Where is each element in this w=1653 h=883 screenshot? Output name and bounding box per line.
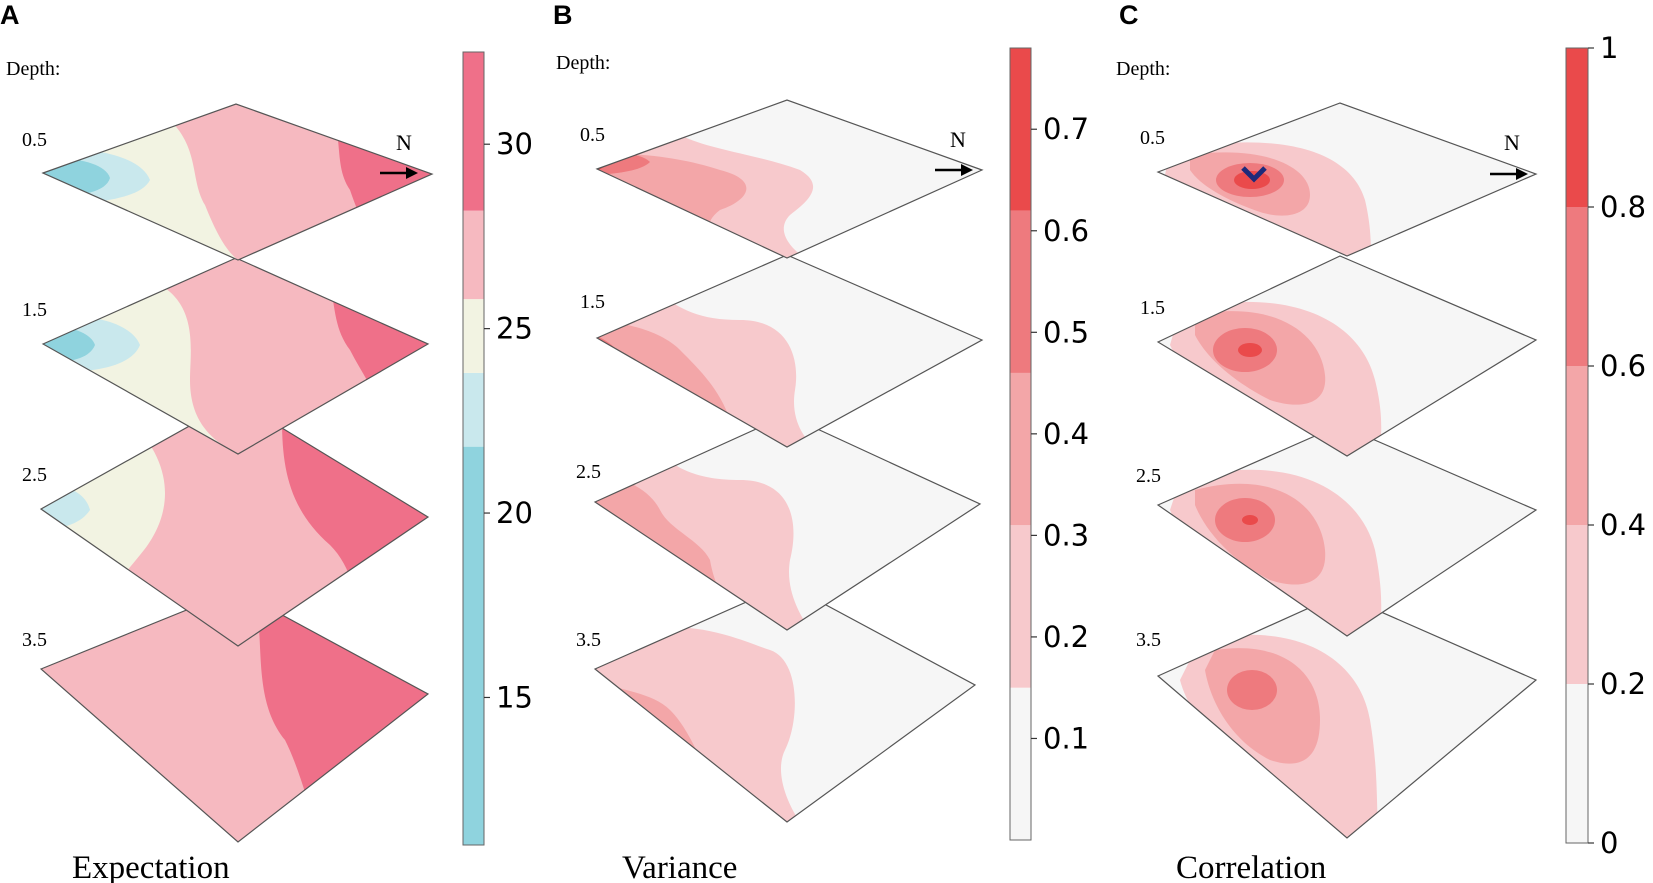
colorbar-tick-label: 0.8 bbox=[1600, 190, 1646, 224]
colorbar-tick-label: 0.3 bbox=[1043, 518, 1089, 552]
colorbar-band-4 bbox=[1010, 48, 1031, 211]
colorbar-tick-label: 0.6 bbox=[1600, 349, 1646, 383]
panel-c-depth-label-0-5: 0.5 bbox=[1140, 127, 1165, 149]
panel-c: C Depth: bbox=[1116, 0, 1538, 883]
panel-a-depth-title: Depth: bbox=[6, 58, 60, 80]
panel-b-depth-title: Depth: bbox=[556, 52, 610, 74]
panel-c-depth-label-3-5: 3.5 bbox=[1136, 629, 1161, 651]
panel-a-north-label: N bbox=[396, 130, 412, 155]
panel-b-caption: Variance bbox=[622, 850, 737, 883]
colorbar-band-0 bbox=[1010, 687, 1031, 840]
panel-c-depth-label-2-5: 2.5 bbox=[1136, 465, 1161, 487]
panel-a-depth-label-3-5: 3.5 bbox=[22, 629, 47, 651]
panel-b: B Depth: bbox=[553, 0, 984, 883]
colorbar-tick-label: 0.1 bbox=[1043, 721, 1089, 755]
panel-c-caption: Correlation bbox=[1176, 850, 1326, 883]
colorbar-tick-label: 0.6 bbox=[1043, 214, 1089, 248]
colorbar-tick-label: 0.4 bbox=[1600, 508, 1646, 542]
colorbar-tick-label: 0.4 bbox=[1043, 417, 1089, 451]
colorbar-tick-label: 0.2 bbox=[1043, 620, 1089, 654]
colorbar-tick-label: 30 bbox=[496, 127, 533, 161]
colorbar-frame bbox=[462, 51, 485, 846]
colorbar-band-1 bbox=[1566, 525, 1588, 684]
colorbar-tick-label: 15 bbox=[496, 680, 533, 714]
colorbar-band-2 bbox=[463, 299, 484, 373]
panel-b-depth-label-3-5: 3.5 bbox=[576, 629, 601, 651]
panel-a-colorbar: 15 20 25 30 bbox=[462, 51, 533, 846]
panel-b-letter: B bbox=[553, 0, 573, 30]
panel-b-depth-label-2-5: 2.5 bbox=[576, 461, 601, 483]
panel-c-depth-label-1-5: 1.5 bbox=[1140, 297, 1165, 319]
panel-b-depth-label-0-5: 0.5 bbox=[580, 124, 605, 146]
panel-a: A Depth: bbox=[0, 0, 434, 883]
colorbar-band-0 bbox=[463, 446, 484, 845]
panel-a-depth-label-0-5: 0.5 bbox=[22, 129, 47, 151]
panel-c-layer-0-5 bbox=[1158, 103, 1536, 256]
panel-b-colorbar: 0.1 0.2 0.3 0.4 0.5 0.6 0.7 bbox=[1009, 47, 1089, 841]
panel-c-layer-1-5 bbox=[1158, 256, 1536, 456]
colorbar-frame bbox=[1009, 47, 1032, 841]
selected-location-marker-icon bbox=[1241, 166, 1267, 183]
panel-a-depth-label-2-5: 2.5 bbox=[22, 464, 47, 486]
panel-c-colorbar: 0 0.2 0.4 0.6 0.8 1 bbox=[1565, 31, 1646, 860]
panel-a-layer-1-5 bbox=[43, 258, 428, 454]
colorbar-band-3 bbox=[463, 210, 484, 300]
panel-c-letter: C bbox=[1119, 0, 1139, 30]
panel-b-layer-0-5 bbox=[597, 100, 982, 258]
colorbar-band-1 bbox=[1010, 525, 1031, 688]
colorbar-band-2 bbox=[1010, 372, 1031, 526]
colorbar-band-4 bbox=[1566, 48, 1588, 207]
colorbar-band-2 bbox=[1566, 366, 1588, 525]
panel-a-depth-label-1-5: 1.5 bbox=[22, 299, 47, 321]
panel-c-layer-2-5 bbox=[1158, 425, 1536, 636]
colorbar-band-1 bbox=[463, 372, 484, 447]
colorbar-band-0 bbox=[1566, 684, 1588, 843]
north-arrow-icon bbox=[380, 167, 418, 179]
colorbar-tick-label: 0 bbox=[1600, 826, 1618, 860]
colorbar-tick-label: 0.7 bbox=[1043, 112, 1089, 146]
panel-a-letter: A bbox=[0, 0, 20, 30]
panel-a-caption: Expectation bbox=[72, 850, 230, 883]
panel-b-north-label: N bbox=[950, 127, 966, 152]
colorbar-tick-label: 0.2 bbox=[1600, 667, 1646, 701]
colorbar-tick-label: 1 bbox=[1600, 31, 1618, 65]
colorbar-band-3 bbox=[1566, 207, 1588, 366]
panel-c-depth-title: Depth: bbox=[1116, 58, 1170, 80]
panel-b-layer-2-5 bbox=[595, 415, 980, 630]
north-arrow-icon bbox=[1490, 168, 1528, 180]
colorbar-frame bbox=[1565, 47, 1589, 844]
colorbar-tick-label: 25 bbox=[496, 312, 533, 346]
panel-a-layer-0-5 bbox=[43, 104, 432, 260]
colorbar-band-4 bbox=[463, 52, 484, 211]
panel-c-north-label: N bbox=[1504, 130, 1520, 155]
panel-c-layer-3-5 bbox=[1158, 594, 1536, 838]
colorbar-tick-label: 0.5 bbox=[1043, 315, 1089, 349]
colorbar-band-3 bbox=[1010, 210, 1031, 373]
north-arrow-icon bbox=[935, 164, 973, 176]
panel-b-layer-1-5 bbox=[597, 255, 982, 447]
panel-b-depth-label-1-5: 1.5 bbox=[580, 291, 605, 313]
colorbar-tick-label: 20 bbox=[496, 496, 533, 530]
